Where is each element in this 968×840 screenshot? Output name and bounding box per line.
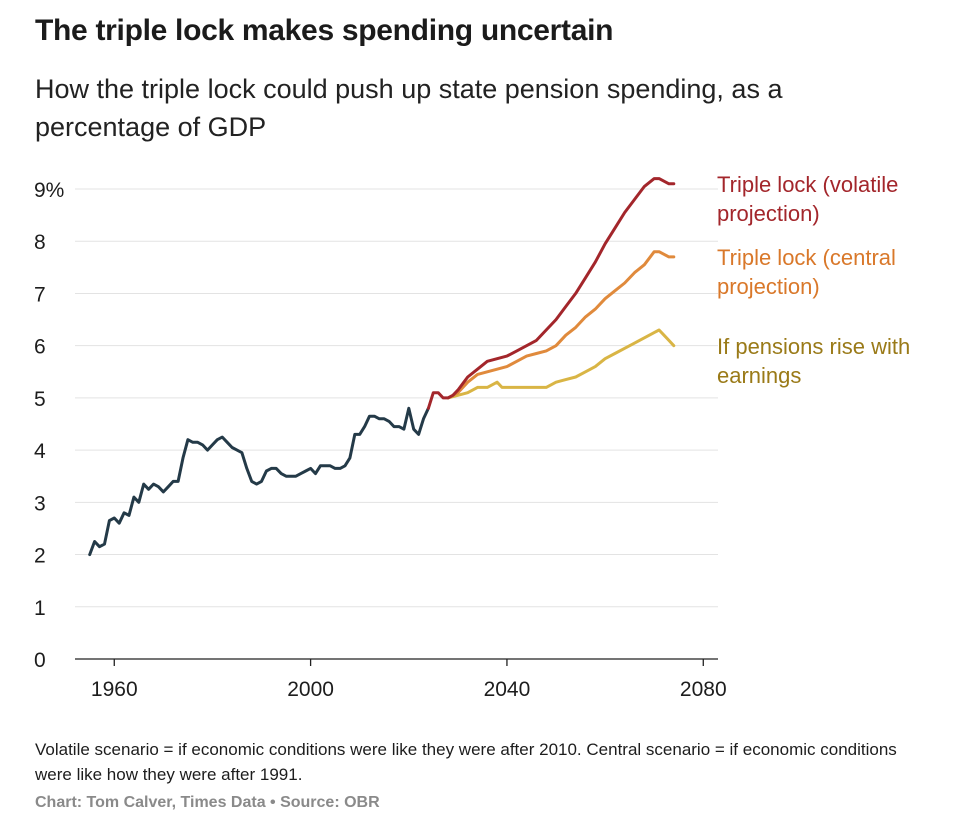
- x-tick-label-2000: 2000: [287, 678, 334, 701]
- y-tick-label-0: 0: [34, 649, 46, 672]
- legend-labels: Triple lock (volatile projection) Triple l…: [717, 172, 910, 388]
- volatile-projection-line: [426, 177, 676, 410]
- chart-subtitle: How the triple lock could push up state …: [35, 74, 783, 142]
- y-axis-tick-labels: 0 1 2 3 4 5 6 7 8 9%: [34, 179, 64, 672]
- footnote: Volatile scenario = if economic conditio…: [35, 740, 897, 784]
- chart-title: The triple lock makes spending uncertain: [35, 14, 614, 47]
- legend-label-2-line-2: projection): [717, 274, 820, 299]
- y-tick-label-3: 3: [34, 492, 46, 515]
- historical-line: [88, 406, 430, 557]
- legend-label-1-line-1: Triple lock (volatile: [717, 172, 898, 197]
- x-axis: 1960 2000 2040 2080: [75, 658, 727, 701]
- x-tick-label-1960: 1960: [91, 678, 138, 701]
- y-tick-label-4: 4: [34, 440, 46, 463]
- y-tick-label-5: 5: [34, 388, 46, 411]
- central-projection-line: [446, 250, 676, 400]
- y-tick-label-9: 9%: [34, 179, 64, 202]
- legend-label-2-line-1: Triple lock (central: [717, 245, 896, 270]
- chart-svg: 0 1 2 3 4 5 6 7 8 9% 1960 2000 2040 2080 Triple lock…: [34, 172, 910, 701]
- y-tick-label-8: 8: [34, 231, 46, 254]
- y-tick-label-2: 2: [34, 545, 46, 568]
- legend-label-3-line-2: earnings: [717, 363, 801, 388]
- legend-label-1-line-2: projection): [717, 201, 820, 226]
- source-credit: Chart: Tom Calver, Times Data • Source: …: [35, 794, 380, 811]
- legend-label-3-line-1: If pensions rise with: [717, 334, 910, 359]
- y-tick-label-1: 1: [34, 597, 46, 620]
- earnings-line: [446, 328, 676, 400]
- x-tick-label-2040: 2040: [484, 678, 531, 701]
- y-tick-label-6: 6: [34, 336, 46, 359]
- x-tick-label-2080: 2080: [680, 678, 727, 701]
- y-tick-label-7: 7: [34, 283, 46, 306]
- gridlines: [75, 188, 718, 608]
- series-lines: [88, 177, 676, 557]
